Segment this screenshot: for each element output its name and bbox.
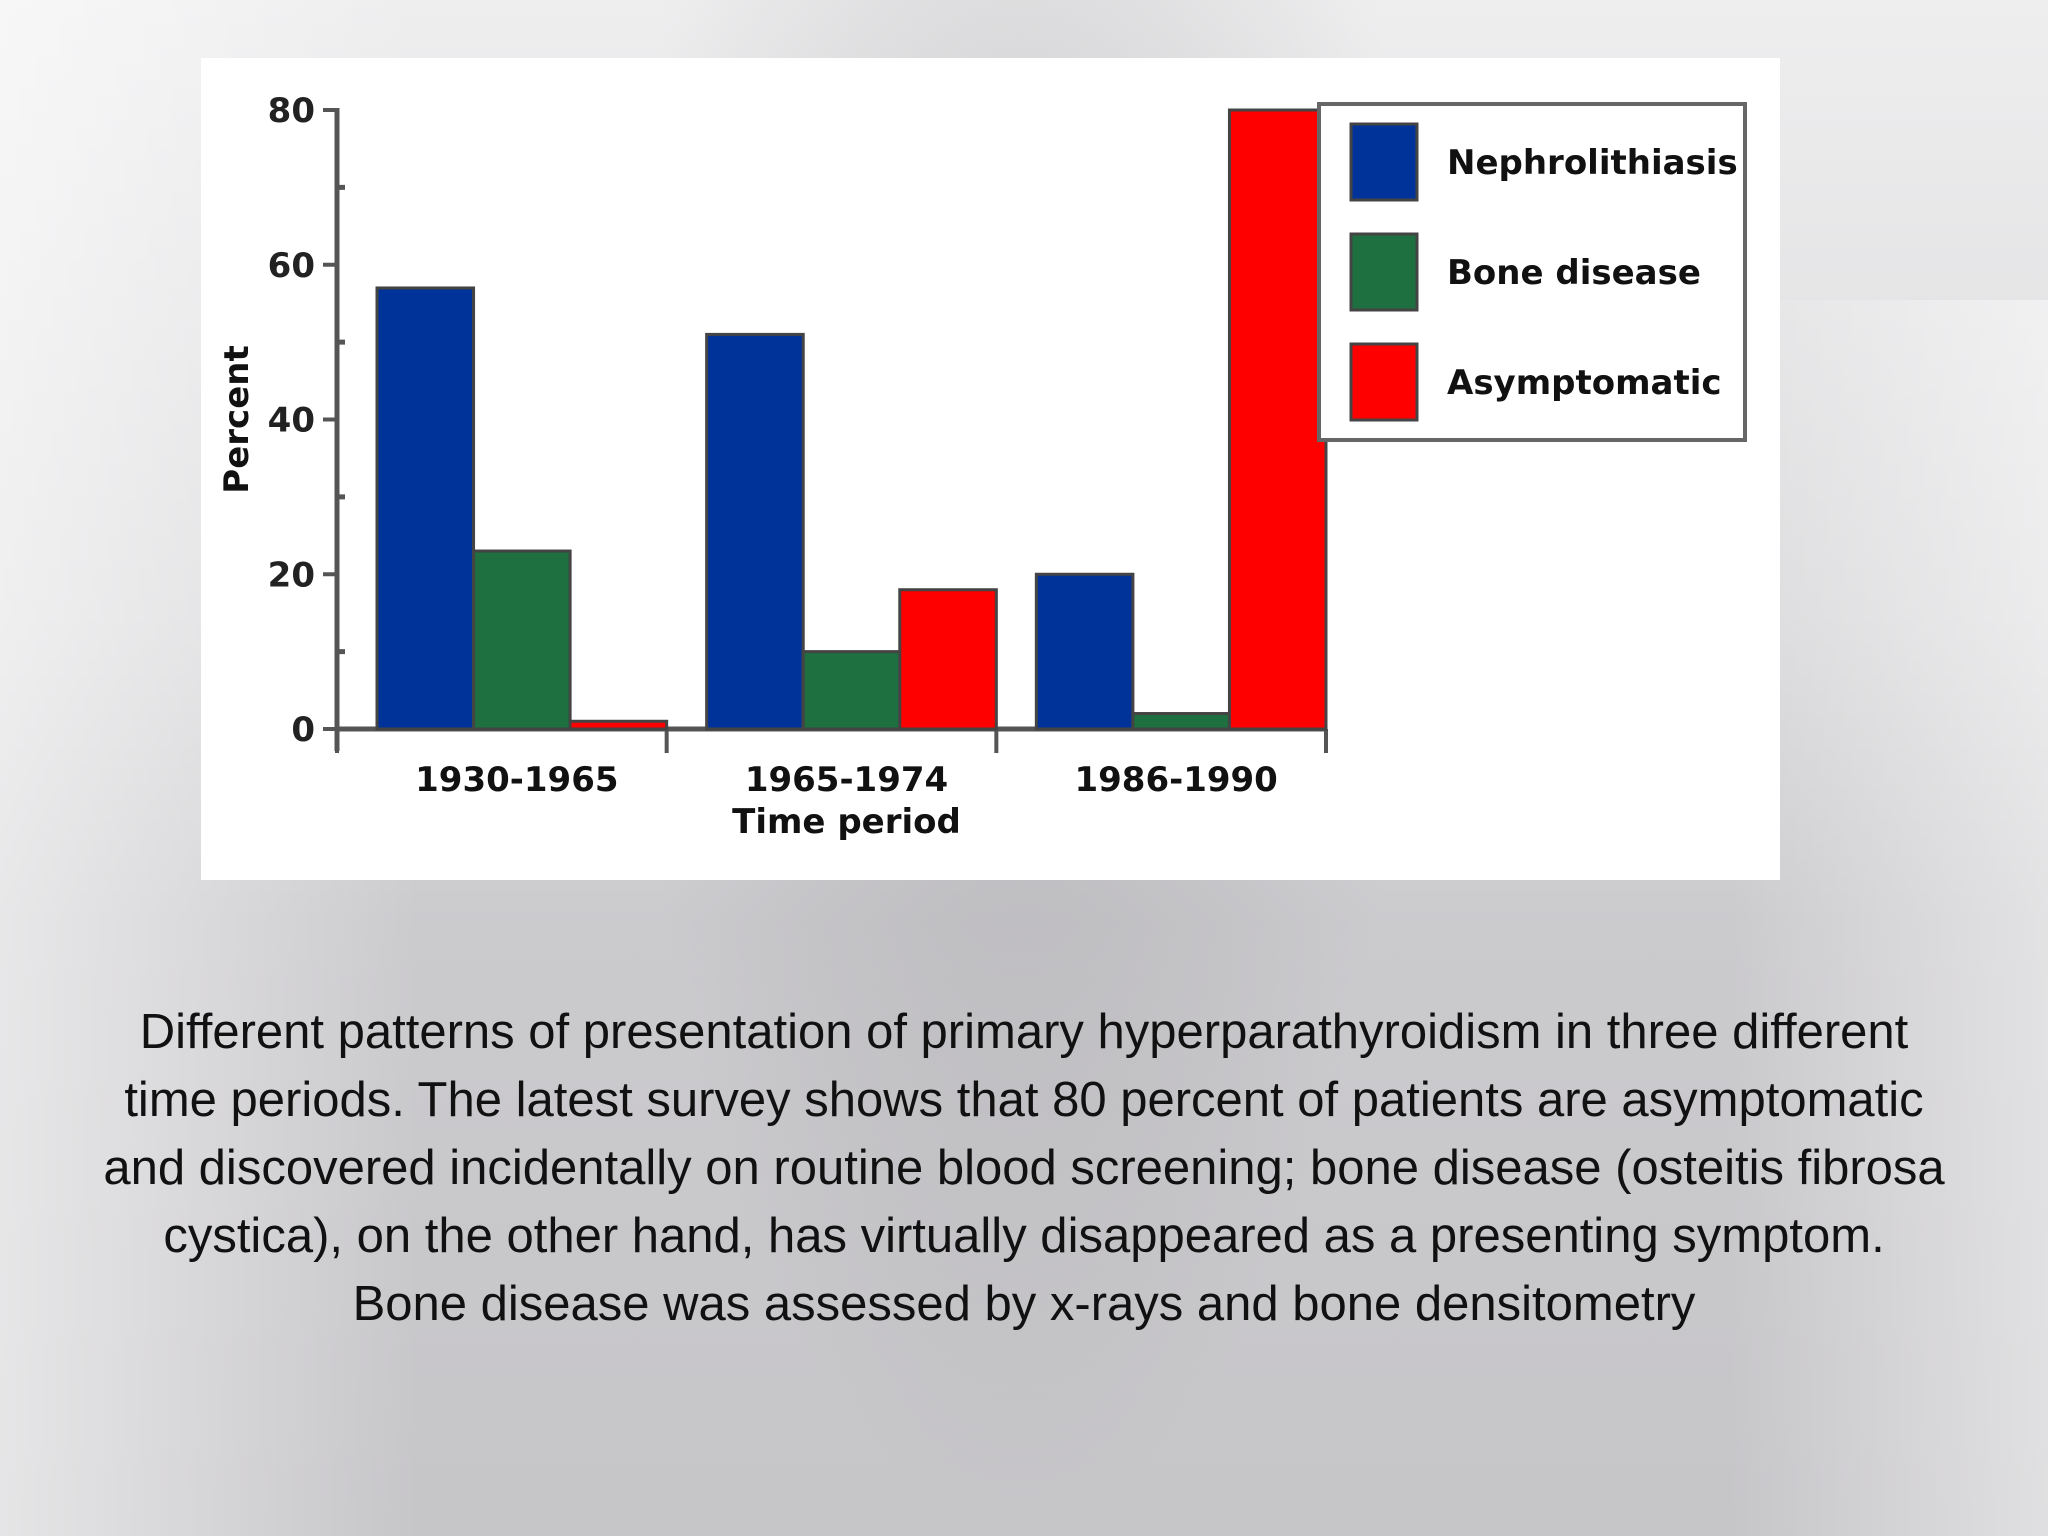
chart-panel: 0 20 40 60 80 1930-1965 1965-1974 1986-1990 Time… bbox=[201, 58, 1780, 880]
y-tick-label: 60 bbox=[268, 246, 315, 286]
legend-swatch-nephrolithiasis bbox=[1349, 122, 1419, 202]
slide-caption: Different patterns of presentation of pr… bbox=[103, 1005, 1945, 1331]
bar-nephrolithiasis-1965-1974 bbox=[705, 332, 805, 731]
x-category-label: 1965-1974 bbox=[745, 760, 948, 800]
legend-label: Bone disease bbox=[1447, 253, 1701, 293]
chart-legend: Nephrolithiasis Bone disease Asymptomatic bbox=[1317, 102, 1747, 442]
x-category-label: 1930-1965 bbox=[415, 760, 618, 800]
bar-nephrolithiasis-1930-1965 bbox=[375, 286, 476, 731]
bar-bone-disease-1986-1990 bbox=[1131, 712, 1231, 731]
bar-asymptomatic-1986-1990 bbox=[1227, 108, 1328, 731]
chart-bars bbox=[375, 108, 1328, 731]
y-tick-label: 40 bbox=[268, 401, 315, 441]
legend-label: Asymptomatic bbox=[1447, 363, 1722, 403]
y-tick-label: 20 bbox=[268, 555, 315, 595]
bar-asymptomatic-1965-1974 bbox=[898, 588, 998, 731]
legend-swatch-bone-disease bbox=[1349, 232, 1419, 312]
x-category-label: 1986-1990 bbox=[1074, 760, 1277, 800]
bar-bone-disease-1930-1965 bbox=[472, 549, 572, 731]
bar-bone-disease-1965-1974 bbox=[801, 650, 902, 731]
legend-label: Nephrolithiasis bbox=[1447, 143, 1738, 183]
bar-nephrolithiasis-1986-1990 bbox=[1034, 572, 1135, 731]
y-axis-title: Percent bbox=[217, 345, 257, 493]
legend-swatch-asymptomatic bbox=[1349, 342, 1419, 422]
chart-labels: 0 20 40 60 80 1930-1965 1965-1974 1986-1990 Time… bbox=[217, 91, 1278, 842]
y-tick-label: 80 bbox=[268, 91, 315, 131]
y-tick-label: 0 bbox=[291, 710, 315, 750]
x-axis-title: Time period bbox=[732, 802, 961, 842]
bar-asymptomatic-1930-1965 bbox=[568, 719, 669, 731]
bar-chart: 0 20 40 60 80 1930-1965 1965-1974 1986-1990 Time… bbox=[217, 91, 1747, 842]
